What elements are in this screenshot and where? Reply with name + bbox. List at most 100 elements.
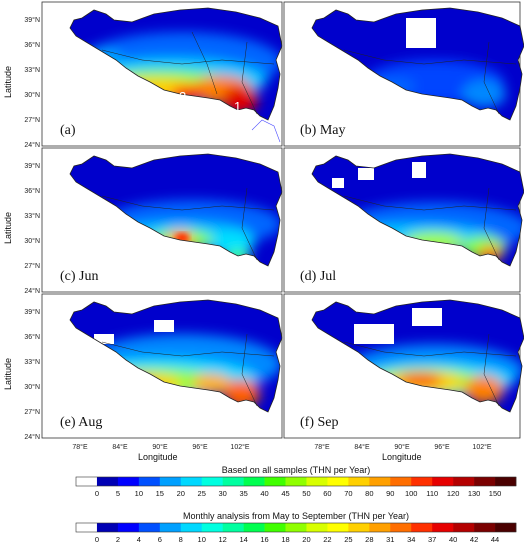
colorbar-tick-label: 6 [158,535,162,544]
colorbar-swatch [201,477,223,486]
colorbar-swatch [222,477,244,486]
lon-tick-label: 84°E [354,443,370,451]
colorbar-swatch [138,477,161,486]
colorbar-swatch [159,477,182,486]
lon-tick-label: 90°E [152,443,168,451]
region-num-2: 2 [179,89,186,104]
colorbar-swatch [96,523,119,532]
panel-b: (b) May [283,1,524,147]
colorbar-swatch [96,477,119,486]
colorbar-swatch [243,523,265,532]
panel-label-f: (f) Sep [300,415,339,430]
colorbar-swatch [180,523,203,532]
y-axis-label-mid: Latitude [3,212,13,244]
colorbar-tick-label: 22 [323,535,331,544]
colorbar-1: 0 5 10 15 20 25 30 35 40 45 50 60 70 80 90 100 110 120 130… [75,476,517,498]
panel-d: (d) Jul [283,147,524,293]
lat-tick-label: 27°N [24,116,40,124]
lat-tick-label: 33°N [24,212,40,220]
latitude-ticks: 39°N 36°N 33°N 30°N 27°N 24°N 39°N 36°N 33°N 30°N… [24,16,40,441]
colorbar-tick-label: 4 [137,535,141,544]
lat-tick-label: 39°N [24,16,40,24]
colorbar-swatch [390,523,412,532]
colorbar-tick-label: 100 [405,489,418,498]
colorbar-tick-label: 10 [135,489,143,498]
colorbar-tick-label: 16 [260,535,268,544]
colorbar-tick-label: 45 [281,489,289,498]
lat-tick-label: 30°N [24,91,40,99]
colorbar-tick-label: 20 [302,535,310,544]
colorbar-tick-label: 31 [386,535,394,544]
region-num-3: 3 [146,94,153,109]
colorbar-tick-label: 8 [179,535,183,544]
colorbar-border [75,522,517,533]
lat-tick-label: 27°N [24,408,40,416]
colorbar-swatch [474,477,496,486]
lon-tick-label: 102°E [230,443,249,451]
colorbar-swatch [138,523,161,532]
colorbar-tick-label: 25 [344,535,352,544]
colorbar-swatch [285,477,307,486]
lon-tick-label: 96°E [192,443,208,451]
lat-tick-label: 36°N [24,187,40,195]
colorbar-tick-label: 120 [447,489,460,498]
lon-tick-label: 78°E [72,443,88,451]
lat-tick-label: 33°N [24,358,40,366]
colorbar-swatch [264,523,286,532]
lat-tick-label: 33°N [24,66,40,74]
colorbar-swatch [117,477,140,486]
panel-c: (c) Jun [41,147,283,293]
colorbar-swatch [432,523,454,532]
colorbar-tick-label: 25 [198,489,206,498]
colorbar-swatch [117,523,140,532]
panel-label-d: (d) Jul [300,269,336,284]
lat-tick-label: 24°N [24,287,40,295]
colorbar-tick-label: 14 [239,535,247,544]
colorbar-swatch [180,477,203,486]
colorbar-tick-label: 35 [239,489,247,498]
panel-label-e: (e) Aug [60,415,102,430]
y-axis-label-bot: Latitude [3,358,13,390]
panel-label-a: (a) [60,123,76,138]
lat-tick-label: 36°N [24,41,40,49]
lon-tick-label: 96°E [434,443,450,451]
colorbar-swatch [495,477,517,486]
colorbar-tick-label: 42 [470,535,478,544]
lat-tick-label: 39°N [24,308,40,316]
lat-tick-label: 36°N [24,333,40,341]
colorbar-tick-label: 37 [428,535,436,544]
colorbar-tick-label: 10 [198,535,206,544]
colorbar-swatch [201,523,223,532]
colorbar-tick-label: 110 [426,489,438,498]
colorbar-swatch [411,477,433,486]
colorbar-swatch [348,523,370,532]
colorbar-tick-label: 150 [489,489,502,498]
colorbar-tick-label: 60 [323,489,331,498]
lat-tick-label: 30°N [24,237,40,245]
lon-tick-label: 78°E [314,443,330,451]
colorbar-1-title: Based on all samples (THN per Year) [222,465,371,475]
colorbar-swatch [285,523,307,532]
colorbar-tick-label: 5 [116,489,120,498]
colorbar-tick-label: 70 [344,489,352,498]
panel-label-b: (b) May [300,123,346,138]
colorbar-tick-label: 28 [365,535,373,544]
colorbar-swatch [369,477,391,486]
colorbar-tick-label: 34 [407,535,415,544]
colorbar-2-title: Monthly analysis from May to September (… [183,511,409,521]
colorbar-swatch [432,477,454,486]
x-axis-label-left: Longitude [138,452,178,462]
colorbar-swatch [264,477,286,486]
panel-f: (f) Sep [283,293,524,439]
colorbar-swatch [453,523,475,532]
colorbar-swatch [243,477,265,486]
colorbar-tick-label: 15 [156,489,164,498]
lat-tick-label: 24°N [24,141,40,149]
lat-tick-label: 39°N [24,162,40,170]
colorbar-swatch [348,477,370,486]
region-num-1: 1 [234,99,241,114]
lat-tick-label: 27°N [24,262,40,270]
panel-label-c: (c) Jun [60,269,99,284]
colorbar-tick-label: 130 [468,489,481,498]
